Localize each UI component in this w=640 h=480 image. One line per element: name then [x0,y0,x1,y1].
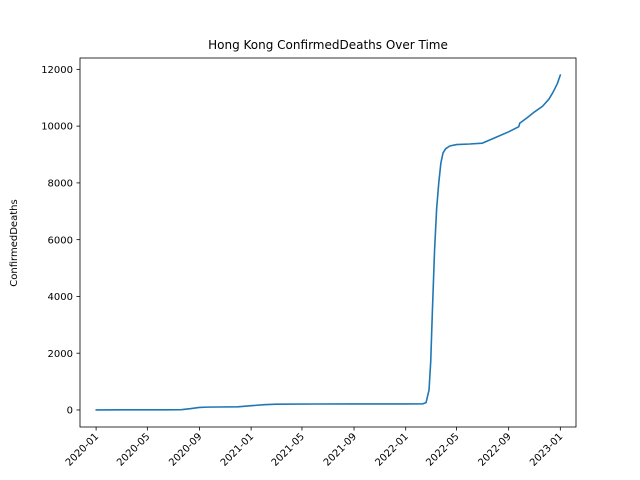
y-tick-label: 10000 [41,122,73,133]
chart-title: Hong Kong ConfirmedDeaths Over Time [208,38,448,52]
x-tick-label: 2020-01 [64,431,101,468]
x-tick-label: 2021-05 [270,431,307,468]
series-line [95,74,562,411]
y-tick-label: 8000 [48,178,73,189]
x-tick-label: 2023-01 [528,431,565,468]
x-tick-label: 2022-01 [374,431,411,468]
x-tick-label: 2022-05 [424,431,461,468]
x-tick-label: 2021-09 [322,431,359,468]
y-tick-label: 4000 [48,292,73,303]
y-tick-label: 0 [67,406,73,417]
x-tick-label: 2020-05 [115,431,152,468]
y-axis-label: ConfirmedDeaths [9,199,20,286]
x-tick-label: 2020-09 [167,431,204,468]
x-tick-label: 2022-09 [476,431,513,468]
y-tick-label: 2000 [48,349,73,360]
axis-ticks: 0 2000 4000 6000 8000 10000 12000 2020-01 2020-0… [41,65,565,469]
plot-frame [79,57,577,428]
x-tick-label: 2021-01 [219,431,256,468]
y-tick-label: 12000 [41,65,73,76]
y-tick-label: 6000 [48,235,73,246]
